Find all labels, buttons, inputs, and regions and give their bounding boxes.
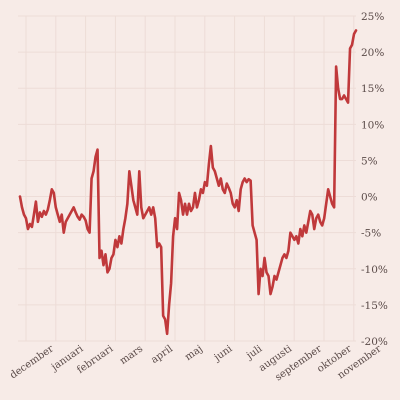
y-tick-label: -10% [361,264,388,276]
grid-lines [18,15,356,342]
y-tick-label: 20% [361,47,384,59]
x-tick-label: mars [118,343,145,367]
y-tick-label: 0% [361,192,378,204]
x-tick-label: juli [244,343,264,362]
x-tick-label: april [149,343,175,366]
y-tick-label: -20% [361,336,388,348]
y-axis-tick-labels: -20% -15% -10% -5% 0% 5% 10% 15% 20% 25% [361,11,388,348]
x-tick-label: december [8,343,56,381]
y-tick-label: 15% [361,83,384,95]
y-tick-label: 10% [361,119,384,131]
y-tick-label: -15% [361,300,388,312]
series-line [18,29,358,336]
x-tick-label: maj [183,343,205,363]
y-tick-label: -5% [361,228,381,240]
x-tick-label: juni [212,343,235,364]
y-tick-label: 5% [361,155,378,167]
y-tick-label: 25% [361,11,384,23]
